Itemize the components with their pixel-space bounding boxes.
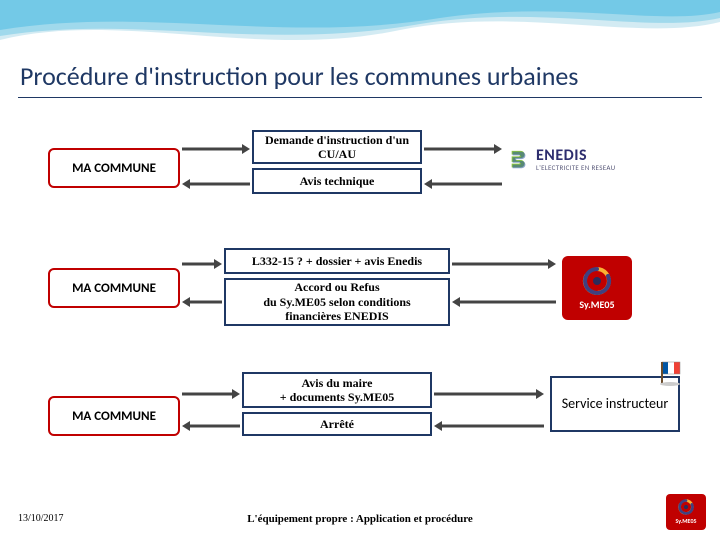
enedis-name: ENEDIS xyxy=(536,148,615,164)
enedis-logo-block: ENEDIS L'ELECTRICITE EN RESEAU xyxy=(508,148,615,171)
badge-ma-label: MA COMMUNE xyxy=(72,409,156,424)
arrow-r2-bot-left xyxy=(182,296,222,308)
msg-r2-bot: Accord ou Refus du Sy.ME05 selon conditi… xyxy=(224,278,450,326)
msg-text: Avis du maire + documents Sy.ME05 xyxy=(280,376,395,405)
badge-syme05-footer: Sy.ME05 xyxy=(666,494,706,530)
badge-ma-label: MA COMMUNE xyxy=(72,281,156,296)
arrow-r2-top-right xyxy=(452,258,556,270)
arrow-r3-bot-left xyxy=(182,420,240,432)
swirl-icon xyxy=(580,266,614,296)
page-title: Procédure d'instruction pour les commune… xyxy=(20,60,578,92)
arrow-r3-bot-right xyxy=(434,420,544,432)
msg-text: Avis technique xyxy=(300,174,375,188)
swirl-icon xyxy=(676,499,696,515)
enedis-icon xyxy=(508,149,530,171)
title-underline xyxy=(18,97,702,98)
badge-ma-commune-3: MA COMMUNE xyxy=(48,396,180,436)
msg-r1-bot: Avis technique xyxy=(252,168,422,194)
flag-icon xyxy=(658,358,688,388)
msg-r2-top: L332-15 ? + dossier + avis Enedis xyxy=(224,248,450,274)
arrow-r1-bot-left xyxy=(182,178,250,190)
arrow-r3-top-right xyxy=(434,388,544,400)
badge-ma-commune-2: MA COMMUNE xyxy=(48,268,180,308)
msg-text: Arrêté xyxy=(320,417,354,431)
arrow-r2-bot-right xyxy=(452,296,556,308)
arrow-r1-bot-right xyxy=(424,178,502,190)
service-label: Service instructeur xyxy=(562,396,668,413)
syme05-label: Sy.ME05 xyxy=(675,517,696,525)
msg-text: Accord ou Refus du Sy.ME05 selon conditi… xyxy=(263,280,410,323)
msg-r1-top: Demande d'instruction d'un CU/AU xyxy=(252,130,422,164)
arrow-r1-top-right xyxy=(424,143,502,155)
footer-title: L'équipement propre : Application et pro… xyxy=(0,513,720,525)
msg-r3-bot: Arrêté xyxy=(242,412,432,436)
badge-ma-label: MA COMMUNE xyxy=(72,161,156,176)
arrow-r3-top-left xyxy=(182,388,240,400)
enedis-tag: L'ELECTRICITE EN RESEAU xyxy=(536,164,615,171)
msg-r3-top: Avis du maire + documents Sy.ME05 xyxy=(242,372,432,408)
arrow-r1-top-left xyxy=(182,143,250,155)
background-wave xyxy=(0,0,720,58)
msg-text: L332-15 ? + dossier + avis Enedis xyxy=(252,254,422,268)
slide: Procédure d'instruction pour les commune… xyxy=(0,0,720,540)
msg-text: Demande d'instruction d'un CU/AU xyxy=(260,133,414,162)
badge-ma-commune-1: MA COMMUNE xyxy=(48,148,180,188)
arrow-r2-top-left xyxy=(182,258,222,270)
badge-syme05: Sy.ME05 xyxy=(562,256,632,320)
syme05-label: Sy.ME05 xyxy=(579,298,614,311)
